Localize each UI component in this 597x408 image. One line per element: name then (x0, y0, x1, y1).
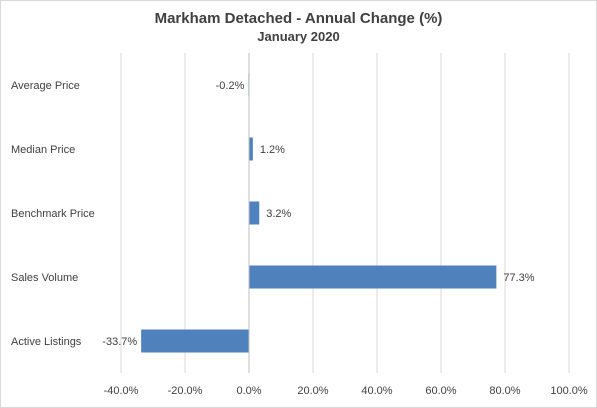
category-label: Median Price (11, 144, 75, 156)
x-tick-label: -20.0% (168, 385, 203, 397)
x-tick-label: -40.0% (104, 385, 139, 397)
chart-subtitle: January 2020 (257, 29, 340, 44)
category-label: Sales Volume (11, 272, 78, 284)
bar (249, 201, 260, 225)
category-label: Active Listings (11, 336, 82, 348)
bar (141, 329, 249, 353)
chart-title: Markham Detached - Annual Change (%) (154, 10, 443, 27)
data-label: 3.2% (266, 208, 291, 220)
data-label: 77.3% (503, 272, 534, 284)
x-tick-label: 20.0% (297, 385, 328, 397)
x-tick-label: 60.0% (425, 385, 456, 397)
x-tick-label: 100.0% (550, 385, 588, 397)
category-label: Average Price (11, 80, 80, 92)
data-label: -33.7% (102, 336, 137, 348)
x-tick-label: 80.0% (489, 385, 520, 397)
data-label: -0.2% (216, 80, 245, 92)
bar (249, 137, 253, 161)
category-label: Benchmark Price (11, 208, 95, 220)
x-tick-label: 0.0% (236, 385, 261, 397)
x-tick-label: 40.0% (361, 385, 392, 397)
data-label: 1.2% (260, 144, 285, 156)
bar (249, 265, 497, 289)
